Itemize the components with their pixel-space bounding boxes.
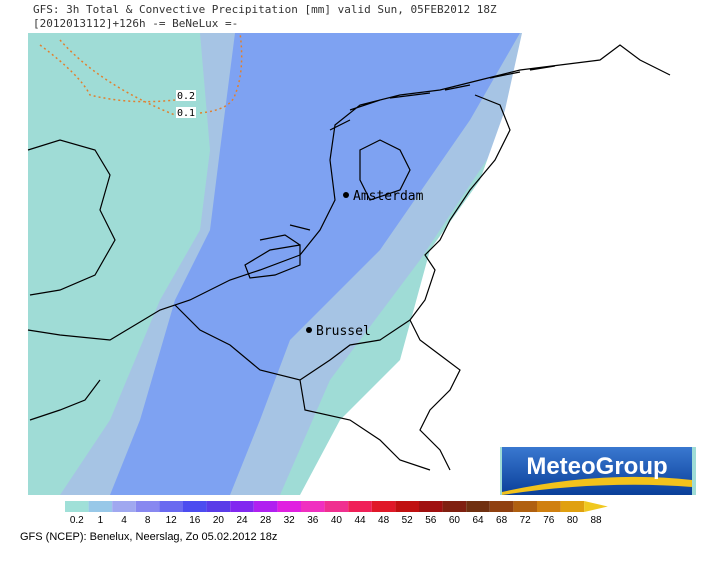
- legend-cell: [277, 501, 301, 512]
- legend-cell: [206, 501, 231, 512]
- contour-label-bg: [176, 107, 196, 118]
- legend-cell: [324, 501, 349, 512]
- city-marker: [343, 192, 349, 198]
- land-dry: [300, 33, 696, 495]
- coastline: [244, 224, 311, 279]
- legend-label: 16: [189, 515, 201, 526]
- city-marker: [306, 327, 312, 333]
- coastline: [299, 64, 561, 256]
- legend-label: 1: [98, 515, 104, 526]
- legend-cell: [395, 501, 419, 512]
- legend-label: 56: [425, 515, 437, 526]
- legend-label: 28: [260, 515, 272, 526]
- legend-label: 0.2: [70, 515, 84, 526]
- legend-cell: [112, 501, 136, 512]
- legend-cell: [560, 501, 585, 512]
- legend-label: 4: [121, 515, 127, 526]
- legend-cell: [466, 501, 490, 512]
- legend-label: 80: [567, 515, 579, 526]
- legend-label: 32: [284, 515, 296, 526]
- legend-cell: [183, 501, 207, 512]
- legend-cell: [301, 501, 325, 512]
- logo: MeteoGroup: [502, 447, 692, 495]
- legend-cell: [230, 501, 254, 512]
- legend-cell: [537, 501, 561, 512]
- precip-band: [110, 33, 520, 495]
- legend-label: 52: [402, 515, 414, 526]
- legend-cell: [513, 501, 537, 512]
- legend-cell: [419, 501, 443, 512]
- contour-line: [39, 32, 243, 116]
- legend-label: 12: [166, 515, 178, 526]
- legend-label: 64: [472, 515, 484, 526]
- legend-label: 88: [590, 515, 602, 526]
- legend-label: 20: [213, 515, 225, 526]
- contour-label: 0.2: [177, 91, 195, 102]
- legend-arrow: [584, 501, 608, 512]
- legend-label: 76: [543, 515, 555, 526]
- header-line: GFS: 3h Total & Convective Precipitation…: [33, 3, 497, 16]
- legend-label: 40: [331, 515, 343, 526]
- city-label: Amsterdam: [353, 189, 424, 204]
- legend-label: 72: [520, 515, 532, 526]
- footer: GFS (NCEP): Benelux, Neerslag, Zo 05.02.…: [20, 531, 277, 543]
- contour-label: 0.1: [177, 108, 195, 119]
- legend-label: 68: [496, 515, 508, 526]
- map: 0.2 0.1 Amsterdam Brussel: [27, 32, 696, 495]
- legend-label: 44: [354, 515, 366, 526]
- legend-cell: [371, 501, 396, 512]
- legend-cell: [489, 501, 514, 512]
- legend-cell: [65, 501, 89, 512]
- header-line: [2012013112]+126h -= BeNeLux =-: [33, 17, 238, 30]
- legend-cell: [88, 501, 113, 512]
- legend-label: 36: [307, 515, 319, 526]
- header-box: [28, 0, 597, 32]
- legend-cell: [442, 501, 467, 512]
- legend-label: 8: [145, 515, 151, 526]
- legend-label: 60: [449, 515, 461, 526]
- legend-cell: [348, 501, 372, 512]
- legend-cell: [135, 501, 160, 512]
- logo-text: MeteoGroup: [526, 453, 667, 480]
- legend-label: 24: [236, 515, 248, 526]
- border: [174, 44, 671, 471]
- legend-label: 48: [378, 515, 390, 526]
- legend-cell: [253, 501, 278, 512]
- city-label: Brussel: [316, 324, 371, 339]
- legend: 0.2 1 4 8 12 16 20 24 28 32 36 40 44 48 52 56 60 64 68 72 76…: [65, 501, 608, 526]
- legend-cell: [159, 501, 183, 512]
- contour-label-bg: [176, 90, 196, 101]
- logo-swoosh: [502, 476, 692, 495]
